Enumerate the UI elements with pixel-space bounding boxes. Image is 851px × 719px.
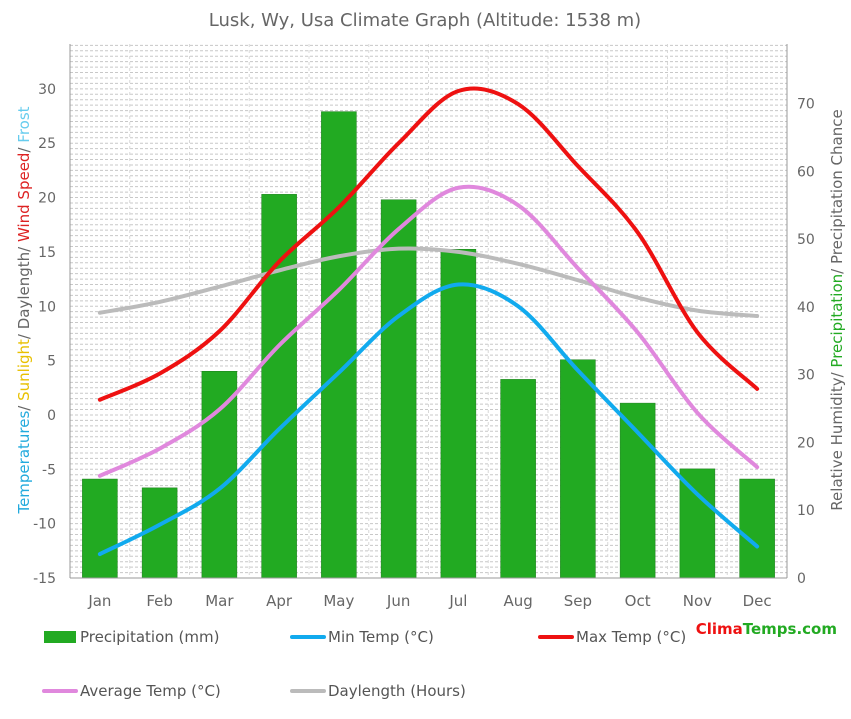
precipitation-bar — [321, 111, 357, 579]
right-tick-label: 10 — [797, 503, 815, 519]
left-tick-label: 30 — [38, 82, 56, 98]
precipitation-bar — [440, 248, 477, 579]
left-tick-label: 0 — [47, 408, 56, 424]
x-tick-label: Aug — [503, 592, 532, 610]
grid — [69, 44, 788, 579]
axis-label-part: Precipitation — [828, 274, 846, 368]
right-axis-label: Relative Humidity/ Precipitation/ Precip… — [828, 109, 846, 510]
x-tick-label: Jul — [448, 592, 467, 610]
precipitation-bar — [261, 194, 297, 579]
temperature-lines — [97, 86, 760, 557]
brand-logo: ClimaTemps.com — [696, 620, 837, 638]
precipitation-bar — [560, 359, 596, 579]
legend-label: Daylength (Hours) — [328, 682, 466, 700]
brand-part-com: .com — [796, 620, 837, 638]
legend-label: Average Temp (°C) — [80, 682, 221, 700]
axes: -15 -10 -5 0 5 10 15 20 25 30 0 10 20 30 40 50 60 70 Jan Fe… — [33, 44, 815, 610]
left-tick-label: -5 — [42, 462, 56, 478]
axis-label-part: / — [15, 401, 33, 411]
right-tick-label: 50 — [797, 232, 815, 248]
left-axis-label: Temperatures/ Sunlight/ Daylength/ Wind … — [15, 106, 33, 514]
brand-part-temps: Temps — [743, 620, 797, 638]
left-tick-label: 10 — [38, 299, 56, 315]
precipitation-bar — [500, 379, 536, 579]
axis-label-part: / — [15, 143, 33, 153]
x-tick-label: Jan — [87, 592, 111, 610]
right-tick-label: 70 — [797, 97, 815, 113]
x-tick-label: Mar — [205, 592, 234, 610]
right-tick-label: 20 — [797, 435, 815, 451]
right-tick-label: 0 — [797, 571, 806, 587]
left-tick-label: -10 — [33, 517, 56, 533]
x-tick-label: Oct — [625, 592, 651, 610]
chart-title: Lusk, Wy, Usa Climate Graph (Altitude: 1… — [209, 10, 641, 31]
left-tick-label: 15 — [38, 245, 56, 261]
axis-label-part: / Daylength/ — [15, 242, 33, 339]
legend: Precipitation (mm) Min Temp (°C) Max Temp … — [42, 628, 686, 700]
legend-label: Precipitation (mm) — [80, 628, 219, 646]
axis-label-part: Relative Humidity/ — [828, 368, 846, 511]
precipitation-bar — [82, 478, 118, 579]
brand-part-clima: Clima — [696, 620, 743, 638]
left-tick-label: 20 — [38, 191, 56, 207]
axis-label-part: Wind Speed — [15, 153, 33, 243]
precipitation-bar — [619, 402, 656, 579]
x-tick-label: Sep — [564, 592, 592, 610]
right-tick-label: 40 — [797, 300, 815, 316]
legend-label: Min Temp (°C) — [328, 628, 434, 646]
left-tick-label: 25 — [38, 136, 56, 152]
precipitation-bar — [201, 371, 238, 579]
x-tick-label: Dec — [743, 592, 772, 610]
left-tick-label: 5 — [47, 354, 56, 370]
x-tick-label: Nov — [683, 592, 712, 610]
right-tick-label: 30 — [797, 368, 815, 384]
left-tick-label: -15 — [33, 571, 56, 587]
precipitation-bars — [82, 111, 775, 579]
x-tick-label: Jun — [386, 592, 410, 610]
right-tick-label: 60 — [797, 164, 815, 180]
x-tick-label: Feb — [146, 592, 173, 610]
min-temp-c-line — [97, 282, 760, 557]
x-tick-label: Apr — [266, 592, 293, 610]
max-temp-c-line — [97, 86, 760, 402]
axis-label-part: Frost — [15, 106, 33, 142]
axis-label-part: Temperatures — [15, 411, 33, 515]
precipitation-bar — [380, 199, 417, 579]
daylength-hours-line — [97, 246, 760, 319]
legend-swatch-precipitation — [44, 631, 76, 643]
average-temp-c-line — [97, 184, 760, 478]
legend-label: Max Temp (°C) — [576, 628, 686, 646]
precipitation-bar — [739, 478, 775, 579]
axis-label-part: Sunlight — [15, 339, 33, 401]
x-tick-label: May — [323, 592, 354, 610]
axis-label-part: / Precipitation Chance — [828, 109, 846, 274]
precipitation-bar — [679, 468, 716, 579]
